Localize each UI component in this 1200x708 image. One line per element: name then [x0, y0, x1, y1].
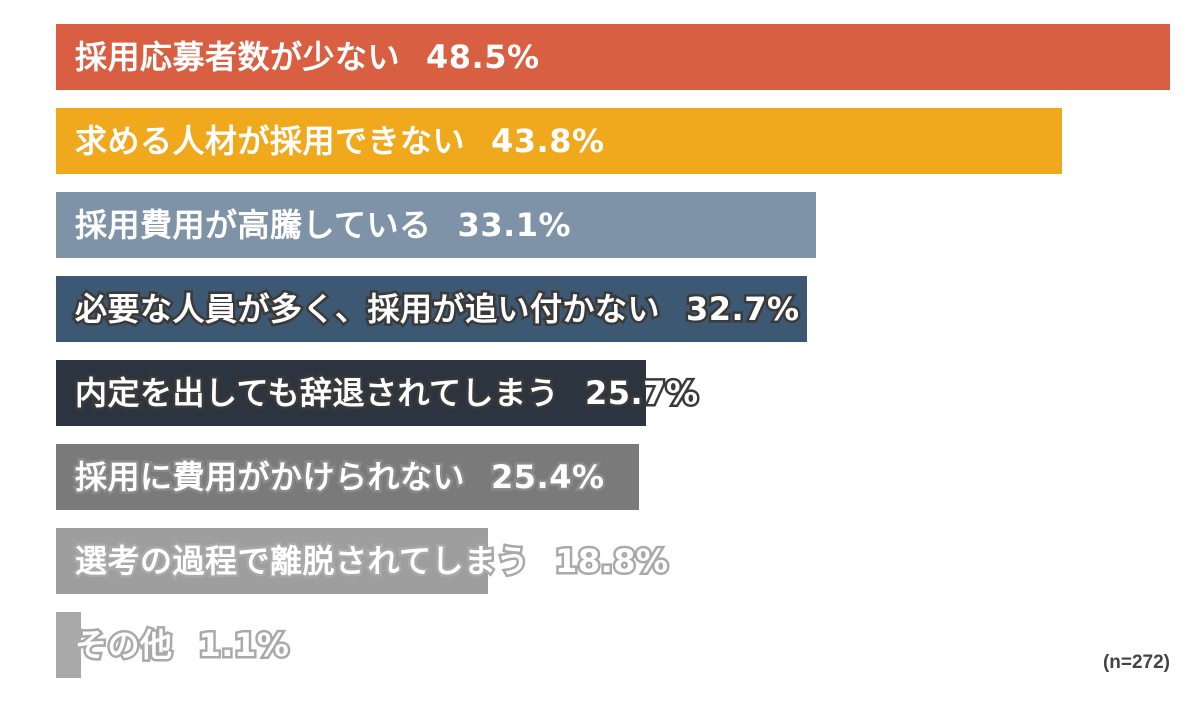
bar-label-7: 選考の過程で離脱されてしまう 18.8% [72, 528, 671, 594]
category-label: 求める人材が採用できない [75, 122, 466, 160]
bar-4 [56, 276, 807, 342]
sample-size-note: (n=272) [1102, 652, 1170, 673]
bar-6 [56, 444, 639, 510]
bar-label-1: 採用応募者数が少ない 48.5% [75, 24, 540, 90]
value-label: 32.7% [684, 288, 802, 331]
bar-label-2: 求める人材が採用できない 43.8% [75, 108, 605, 174]
bar-7 [56, 528, 488, 594]
bar-8 [56, 612, 81, 678]
category-label: 内定を出しても辞退されてしまう [73, 372, 561, 415]
bar-label-6: 採用に費用がかけられない 25.4% [72, 444, 607, 510]
value-label: 43.8% [491, 122, 605, 160]
bar-label-5: 内定を出しても辞退されてしまう 25.7% [73, 360, 701, 426]
category-label: 採用に費用がかけられない [72, 456, 467, 499]
value-label: 33.1% [457, 206, 572, 244]
value-label: 1.1% [196, 624, 291, 667]
bar-1 [56, 24, 1170, 90]
value-label: 48.5% [426, 38, 540, 76]
bar-label-4: 必要な人員が多く、採用が追い付かない 32.7% [72, 276, 802, 342]
value-label: 18.8% [553, 540, 671, 583]
category-label: 採用費用が高騰している [75, 206, 432, 244]
category-label: 採用応募者数が少ない [75, 38, 401, 76]
bar-2 [56, 108, 1062, 174]
bar-label-3: 採用費用が高騰している 33.1% [75, 192, 571, 258]
value-label: 25.4% [489, 456, 607, 499]
bar-5 [56, 360, 646, 426]
bar-3 [56, 192, 816, 258]
bar-label-8: その他 1.1% [73, 612, 292, 678]
category-label: その他 [73, 624, 175, 667]
category-label: 必要な人員が多く、採用が追い付かない [72, 288, 662, 331]
value-label: 25.7% [582, 372, 700, 415]
category-label: 選考の過程で離脱されてしまう [72, 540, 531, 583]
